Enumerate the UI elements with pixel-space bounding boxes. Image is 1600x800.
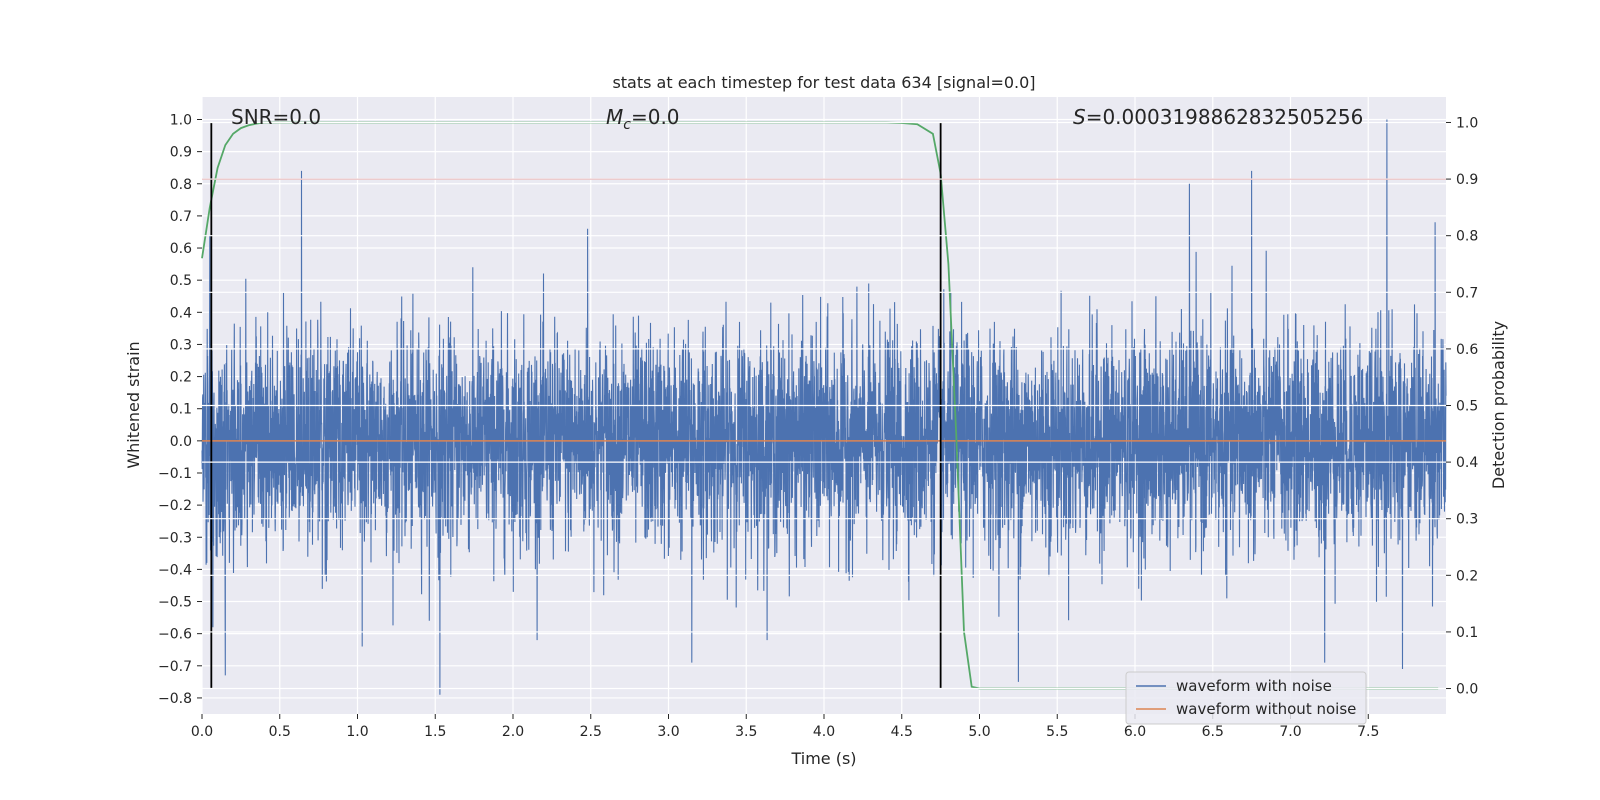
right-y-tick-label: 0.3	[1456, 512, 1478, 528]
s-value: =0.0003198862832505256	[1086, 105, 1364, 129]
chirp-mass-subscript: c	[623, 117, 631, 133]
legend-label-without-noise: waveform without noise	[1176, 700, 1356, 718]
waveform-with-noise-series	[201, 119, 1447, 695]
snr-annotation: SNR=0.0	[231, 105, 321, 129]
x-tick-label: 1.0	[346, 724, 368, 740]
x-tick-label: 0.5	[269, 724, 291, 740]
left-y-tick-label: −0.6	[158, 627, 192, 643]
x-tick-label: 5.0	[968, 724, 990, 740]
right-y-tick-label: 0.6	[1456, 342, 1478, 358]
x-tick-label: 5.5	[1046, 724, 1068, 740]
s-annotation: S=0.0003198862832505256	[1073, 105, 1363, 129]
legend-box	[1125, 671, 1367, 725]
right-y-axis-ticks: 1.0 0.9 0.8 0.7 0.6 0.5 0.4 0.3 0.2 0.1 0.0	[1446, 115, 1478, 698]
left-y-tick-label: −0.8	[158, 691, 192, 707]
chart-title: stats at each timestep for test data 634…	[612, 73, 1035, 92]
waveform-with-noise-line	[201, 119, 1447, 695]
chirp-mass-annotation: Mc=0.0	[606, 105, 680, 133]
chirp-mass-symbol: M	[606, 105, 623, 129]
left-y-tick-label: 0.1	[170, 402, 192, 418]
right-y-tick-label: 0.5	[1456, 399, 1478, 415]
right-y-tick-label: 0.9	[1456, 172, 1478, 188]
left-y-tick-label: 0.7	[170, 209, 192, 225]
right-y-tick-label: 0.0	[1456, 682, 1478, 698]
chirp-mass-value: =0.0	[631, 105, 680, 129]
left-y-tick-label: −0.1	[158, 466, 192, 482]
left-y-tick-label: −0.5	[158, 595, 192, 611]
x-tick-label: 4.0	[813, 724, 835, 740]
x-axis-label: Time (s)	[790, 749, 856, 768]
x-axis-ticks: 0.0 0.5 1.0 1.5 2.0 2.5 3.0 3.5 4.0 4.5 5.0 5.5 6.0 6…	[191, 714, 1379, 740]
left-y-tick-label: −0.4	[158, 562, 192, 578]
left-y-tick-label: −0.3	[158, 530, 192, 546]
right-y-tick-label: 0.7	[1456, 285, 1478, 301]
left-y-tick-label: 0.2	[170, 370, 192, 386]
left-y-tick-label: 0.4	[170, 305, 192, 321]
left-y-tick-label: 1.0	[170, 112, 192, 128]
left-y-tick-label: 0.9	[170, 145, 192, 161]
x-tick-label: 1.5	[424, 724, 446, 740]
left-y-tick-label: −0.2	[158, 498, 192, 514]
x-tick-label: 3.0	[657, 724, 679, 740]
x-tick-label: 2.0	[502, 724, 524, 740]
left-y-tick-label: 0.3	[170, 337, 192, 353]
x-tick-label: 6.5	[1202, 724, 1224, 740]
x-tick-label: 3.5	[735, 724, 757, 740]
left-y-axis-label: Whitened strain	[124, 341, 143, 468]
right-y-tick-label: 0.4	[1456, 455, 1478, 471]
left-y-tick-label: −0.7	[158, 659, 192, 675]
right-y-tick-label: 0.1	[1456, 625, 1478, 641]
right-y-tick-label: 0.2	[1456, 568, 1478, 584]
left-y-tick-label: 0.6	[170, 241, 192, 257]
right-y-tick-label: 1.0	[1456, 115, 1478, 131]
left-y-tick-label: 0.0	[170, 434, 192, 450]
legend-label-with-noise: waveform with noise	[1176, 677, 1332, 695]
x-tick-label: 7.0	[1279, 724, 1301, 740]
left-y-tick-label: 0.8	[170, 177, 192, 193]
right-y-tick-label: 0.8	[1456, 229, 1478, 245]
x-tick-label: 6.0	[1124, 724, 1146, 740]
right-grid-lines	[202, 121, 1446, 690]
legend: waveform with noise waveform without noi…	[1125, 671, 1367, 725]
x-tick-label: 4.5	[891, 724, 913, 740]
left-y-tick-label: 0.5	[170, 273, 192, 289]
s-symbol: S	[1073, 105, 1086, 129]
right-y-axis-label: Detection probability	[1489, 321, 1508, 489]
x-tick-label: 0.0	[191, 724, 213, 740]
left-y-axis-ticks: 1.0 0.9 0.8 0.7 0.6 0.5 0.4 0.3 0.2 0.1 0.0 −0.1 −0.…	[158, 112, 202, 707]
x-tick-label: 2.5	[580, 724, 602, 740]
x-tick-label: 7.5	[1357, 724, 1379, 740]
